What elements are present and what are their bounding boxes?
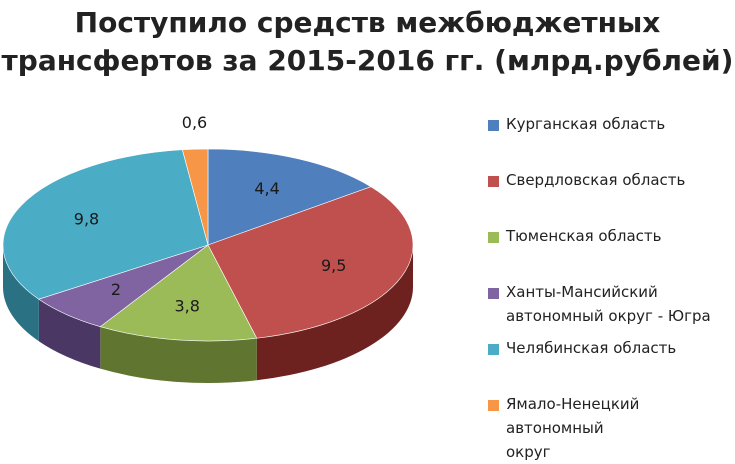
chart-title: Поступило средств межбюджетных трансферт… bbox=[0, 4, 735, 80]
chart-title-line-1: Поступило средств межбюджетных bbox=[74, 6, 661, 39]
legend-label-line: Тюменская область bbox=[506, 227, 662, 245]
pie-top-faces bbox=[2, 148, 414, 342]
pie-data-label: 3,8 bbox=[174, 297, 199, 316]
legend-swatch bbox=[488, 400, 499, 411]
legend-label-line: Ханты-Мансийский bbox=[506, 283, 658, 301]
pie-slice-side bbox=[100, 326, 257, 383]
pie-chart: 4,4 9,5 3,8 2 9,8 0,6 bbox=[2, 113, 414, 383]
chart-title-line-2: трансфертов за 2015-2016 гг. (млрд.рубле… bbox=[1, 44, 734, 77]
pie-data-label: 4,4 bbox=[254, 179, 279, 198]
legend-label-line: Курганская область bbox=[506, 115, 666, 133]
legend-label-line: Челябинская область bbox=[506, 339, 677, 357]
pie-slice-side bbox=[256, 245, 413, 381]
pie-slice bbox=[207, 148, 372, 246]
legend-label-line: автономный округ - Югра bbox=[506, 307, 711, 325]
legend-swatch bbox=[488, 232, 499, 243]
legend-label-line: Свердловская область bbox=[506, 171, 686, 189]
pie-slice bbox=[207, 186, 414, 339]
legend-swatch bbox=[488, 176, 499, 187]
legend-swatch bbox=[488, 344, 499, 355]
pie-slice bbox=[2, 149, 209, 300]
legend-label: Челябинская область bbox=[506, 336, 731, 360]
pie-data-label: 9,8 bbox=[74, 209, 99, 228]
pie-side-walls bbox=[2, 245, 413, 383]
legend-label: Курганская область bbox=[506, 112, 731, 136]
pie-slice-side bbox=[38, 299, 101, 369]
legend-label: Ханты-Мансийский автономный округ - Югра bbox=[506, 280, 731, 328]
legend-label-line: округ bbox=[506, 443, 551, 461]
legend-label: Свердловская область bbox=[506, 168, 731, 192]
legend-label: Тюменская область bbox=[506, 224, 731, 248]
pie-data-label: 2 bbox=[111, 280, 121, 299]
pie-slice bbox=[99, 244, 258, 342]
legend-swatch bbox=[488, 120, 499, 131]
pie-slice-side bbox=[2, 245, 39, 342]
pie-data-label: 0,6 bbox=[182, 113, 207, 132]
pie-slice bbox=[182, 148, 209, 246]
legend-label: Ямало-Ненецкий автономный округ bbox=[506, 392, 731, 464]
pie-data-labels: 4,4 9,5 3,8 2 9,8 0,6 bbox=[74, 113, 347, 315]
legend-label-line: Ямало-Ненецкий автономный bbox=[506, 395, 640, 437]
legend-swatch bbox=[488, 288, 499, 299]
pie-data-label: 9,5 bbox=[321, 256, 346, 275]
